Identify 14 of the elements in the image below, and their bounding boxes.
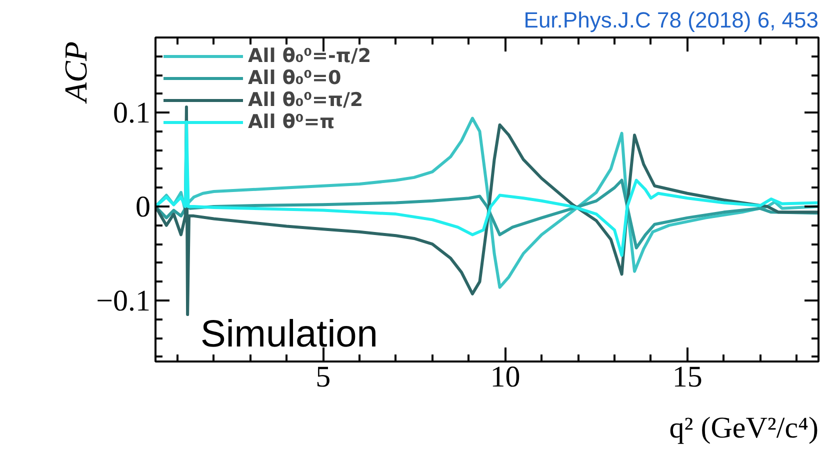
x-tick-label: 5: [316, 360, 331, 394]
x-axis-title: q² (GeV²/c⁴): [669, 412, 819, 444]
legend-label: All θ₀⁰=0: [248, 67, 342, 89]
y-tick-label: −0.1: [96, 284, 151, 318]
x-tick-label: 10: [490, 360, 520, 394]
y-axis-title: ACP: [58, 42, 94, 104]
x-tick-label: 15: [672, 360, 702, 394]
text: Eur.Phys.J.C 78 (2018) 6, 453: [524, 8, 819, 32]
legend-label: All θ₀⁰=π/2: [248, 89, 364, 111]
y-tick-label: 0: [136, 190, 150, 224]
legend-label: All θ⁰=π: [248, 111, 335, 133]
annotation: Simulation: [200, 314, 378, 356]
y-tick-label: 0.1: [113, 96, 150, 130]
legend-label: All θ₀⁰=-π/2: [248, 45, 372, 67]
